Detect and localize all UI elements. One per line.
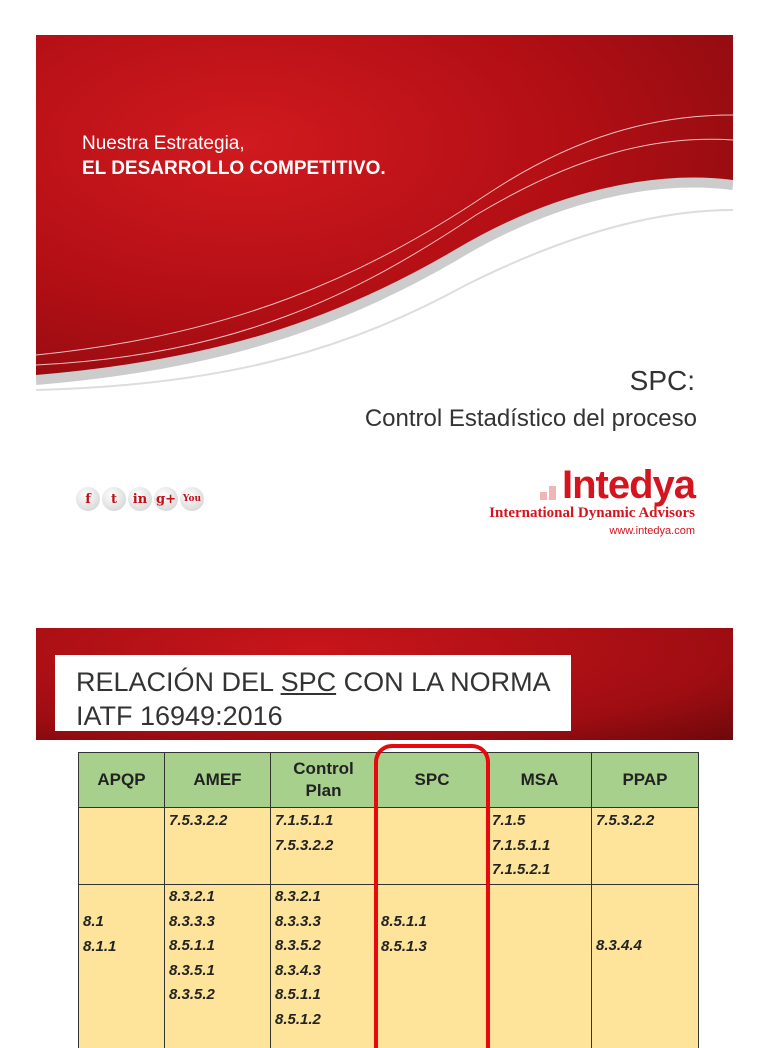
title-spc: SPC: [281, 667, 337, 697]
table-cell: 7.1.5.1.1 7.5.3.2.2: [271, 808, 377, 885]
logo-url: www.intedya.com: [489, 525, 695, 537]
header-amef: AMEF: [165, 753, 271, 808]
slide-cover: Nuestra Estrategia, EL DESARROLLO COMPET…: [36, 35, 733, 557]
logo-full-name: International Dynamic Advisors: [489, 505, 695, 522]
slide-title: RELACIÓN DEL SPC CON LA NORMA IATF 16949…: [55, 655, 571, 731]
title-part: CON LA NORMA: [336, 667, 551, 697]
table-cell: [377, 808, 488, 885]
slide-subtitle: Control Estadístico del proceso: [365, 405, 697, 433]
linkedin-icon[interactable]: in: [128, 487, 152, 511]
table-cell: 8.3.2.1 8.3.3.3 8.3.5.2 8.3.4.3 8.5.1.1 …: [271, 885, 377, 1048]
logo-bars-icon: [540, 486, 558, 505]
relation-table: APQP AMEF Control Plan SPC MSA PPAP 7.5.…: [78, 752, 699, 1048]
table-cell: 8.5.1.1 8.5.1.3: [377, 885, 488, 1048]
slide-relation: RELACIÓN DEL SPC CON LA NORMA IATF 16949…: [36, 628, 733, 1048]
table-cell: 7.5.3.2.2: [165, 808, 271, 885]
header-ppap: PPAP: [592, 753, 699, 808]
header-control-plan: Control Plan: [271, 753, 377, 808]
table-cell: [79, 808, 165, 885]
table-cell: 7.5.3.2.2: [592, 808, 699, 885]
tagline: Nuestra Estrategia, EL DESARROLLO COMPET…: [82, 131, 386, 181]
table-cell: [488, 885, 592, 1048]
social-icons: f t in g+ You: [76, 487, 204, 511]
table-cell: 8.3.2.1 8.3.3.3 8.5.1.1 8.3.5.1 8.3.5.2: [165, 885, 271, 1048]
wave-graphic: [36, 35, 733, 455]
header-spc: SPC: [377, 753, 488, 808]
tagline-line2: EL DESARROLLO COMPETITIVO.: [82, 156, 386, 181]
youtube-icon[interactable]: You: [180, 487, 204, 511]
table-cell: 8.1 8.1.1: [79, 885, 165, 1048]
tagline-line1: Nuestra Estrategia,: [82, 133, 245, 154]
logo-name: Intedya: [562, 463, 695, 507]
title-part: RELACIÓN DEL: [76, 667, 281, 697]
slide-title: SPC:: [630, 365, 695, 397]
table-header-row: APQP AMEF Control Plan SPC MSA PPAP: [79, 753, 699, 808]
table-row: 8.1 8.1.1 8.3.2.1 8.3.3.3 8.5.1.1 8.3.5.…: [79, 885, 699, 1048]
twitter-icon[interactable]: t: [102, 487, 126, 511]
table-cell: 8.3.4.4: [592, 885, 699, 1048]
facebook-icon[interactable]: f: [76, 487, 100, 511]
table-cell: 7.1.5 7.1.5.1.1 7.1.5.2.1: [488, 808, 592, 885]
google-plus-icon[interactable]: g+: [154, 487, 178, 511]
header-apqp: APQP: [79, 753, 165, 808]
intedya-logo: Intedya International Dynamic Advisors w…: [489, 465, 695, 537]
table-row: 7.5.3.2.2 7.1.5.1.1 7.5.3.2.2 7.1.5 7.1.…: [79, 808, 699, 885]
header-msa: MSA: [488, 753, 592, 808]
title-line2: IATF 16949:2016: [76, 701, 283, 731]
